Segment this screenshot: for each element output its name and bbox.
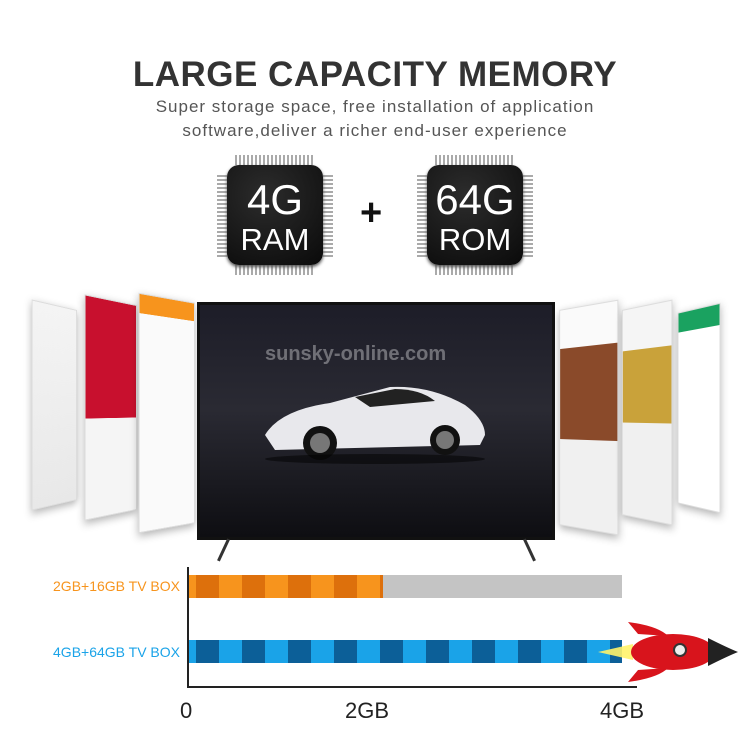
tv-stand-leg	[217, 538, 230, 562]
bar-fill-4gb	[188, 640, 622, 663]
bar-label-4gb: 4GB+64GB TV BOX	[53, 644, 180, 660]
rocket-icon	[598, 622, 738, 682]
car-image	[265, 386, 485, 464]
app-screen	[138, 292, 195, 534]
tick-label: 2GB	[345, 698, 390, 723]
watermark: sunsky-online.com	[265, 343, 447, 365]
tv-stand-leg	[523, 538, 536, 562]
ram-chip: 4G RAM	[217, 155, 333, 275]
tick-label: 0	[180, 698, 193, 723]
y-axis	[187, 567, 189, 688]
app-screen	[31, 299, 77, 511]
app-screen	[622, 299, 673, 526]
ram-size: 4G	[246, 176, 304, 223]
subtitle-line-2: software,deliver a richer end-user exper…	[182, 121, 568, 140]
rom-size: 64G	[435, 176, 515, 223]
app-screen	[84, 294, 137, 521]
app-screen	[559, 299, 619, 536]
x-axis	[187, 686, 637, 688]
tv-screen: sunsky-online.com	[197, 302, 555, 540]
plus-sign: +	[360, 192, 383, 234]
rom-label: ROM	[438, 222, 512, 257]
bar-fill-2gb	[188, 575, 384, 598]
bar-label-2gb: 2GB+16GB TV BOX	[53, 578, 180, 594]
app-screen	[677, 302, 721, 514]
ram-label: RAM	[240, 222, 310, 257]
tick-label: 4GB	[600, 698, 645, 723]
page-title: LARGE CAPACITY MEMORY	[132, 55, 618, 94]
subtitle-line-1: Super storage space, free installation o…	[155, 97, 595, 116]
rom-chip: 64G ROM	[417, 155, 533, 275]
